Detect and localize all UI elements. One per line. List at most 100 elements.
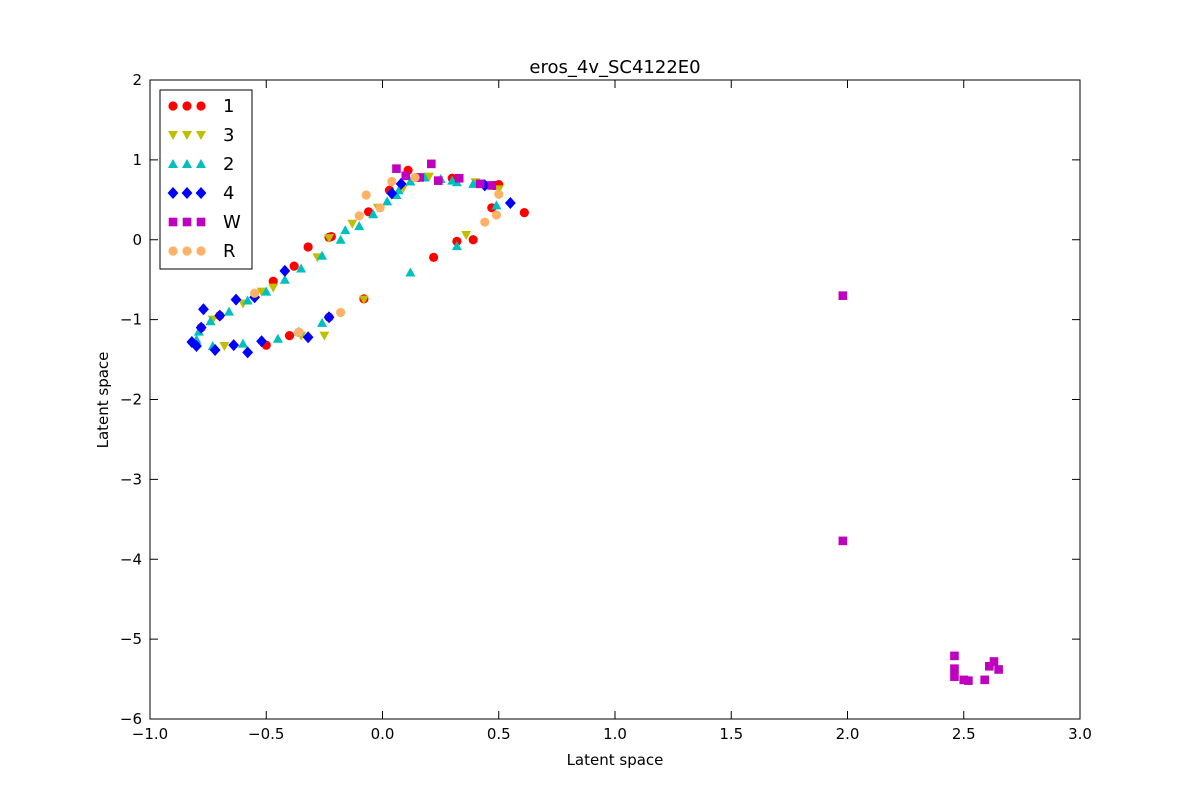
data-point (268, 283, 279, 293)
legend-marker (168, 217, 178, 227)
x-tick-label: 2.5 (952, 725, 976, 743)
data-point (323, 311, 335, 324)
legend-marker (196, 131, 206, 140)
y-tick-label: 1 (132, 151, 142, 169)
data-point (354, 211, 364, 221)
x-tick-label: 3.0 (1068, 725, 1092, 743)
data-point (475, 179, 485, 189)
data-point (256, 335, 267, 348)
data-point (838, 291, 848, 300)
data-point (405, 267, 416, 277)
x-tick-label: 1.0 (603, 725, 627, 743)
data-point (361, 190, 371, 200)
legend-label: 4 (223, 183, 234, 204)
data-point (519, 207, 529, 218)
y-tick-label: −3 (120, 470, 142, 488)
data-point (214, 309, 226, 322)
legend-marker (168, 131, 178, 140)
legend-marker (181, 187, 193, 199)
data-point (272, 333, 283, 343)
data-point (191, 339, 202, 352)
x-tick-label: 1.5 (719, 725, 743, 743)
data-point (468, 178, 479, 188)
data-point (451, 241, 462, 251)
data-point (340, 225, 351, 235)
data-point (294, 327, 304, 338)
legend-label: 3 (223, 125, 234, 146)
y-axis-label: Latent space (94, 352, 112, 449)
x-tick-label: 0.5 (487, 725, 511, 743)
legend-marker (195, 187, 207, 199)
data-point (242, 346, 254, 359)
data-point (256, 287, 267, 297)
data-point (358, 295, 369, 305)
legend-item-R: R (168, 241, 236, 262)
data-point (335, 234, 346, 244)
data-point (487, 181, 497, 190)
legend-item-4: 4 (167, 183, 234, 204)
data-point (985, 661, 994, 671)
data-point (268, 276, 278, 286)
data-point (980, 675, 989, 685)
data-point (424, 172, 434, 182)
legend-marker (182, 131, 192, 140)
data-point (230, 293, 242, 306)
legend-marker (196, 101, 206, 111)
legend-marker (182, 217, 192, 227)
data-point (415, 173, 424, 182)
data-point (494, 189, 504, 199)
y-tick-label: −4 (120, 550, 142, 568)
data-point (410, 172, 420, 183)
data-point (317, 317, 328, 327)
data-point (209, 343, 221, 356)
legend-item-1: 1 (168, 96, 234, 117)
legend-marker (182, 101, 192, 111)
y-axis: 2 1 0 −1 −2 −3 −4 −5 −6 (120, 71, 1080, 728)
data-point (296, 263, 307, 273)
y-tick-label: 2 (132, 71, 142, 89)
series-W-points (392, 159, 1003, 685)
data-point (950, 664, 959, 673)
data-point (238, 338, 248, 348)
legend-box (159, 89, 253, 270)
data-point (491, 210, 502, 220)
data-point (454, 173, 464, 183)
legend-item-2: 2 (168, 154, 234, 175)
y-tick-label: 0 (132, 231, 142, 249)
legend-label: 2 (223, 154, 234, 175)
x-tick-label: −1.0 (132, 725, 168, 743)
data-point (303, 242, 313, 252)
data-point (195, 321, 207, 334)
y-tick-label: −6 (120, 710, 142, 728)
data-point (250, 288, 260, 298)
legend: 1 3 2 4 WR (159, 89, 253, 270)
data-point (279, 274, 290, 284)
data-point (228, 339, 240, 352)
data-point (347, 219, 358, 229)
x-tick-label: 0.0 (371, 725, 395, 743)
data-point (387, 176, 397, 187)
legend-item-3: 3 (168, 125, 234, 146)
legend-label: 1 (223, 96, 234, 117)
data-point (401, 171, 411, 181)
data-point (224, 306, 235, 316)
x-axis: −1.0 −0.5 0.0 0.5 1.0 1.5 2.0 2.5 3.0 (132, 80, 1092, 743)
data-point (319, 331, 330, 341)
data-point (368, 209, 379, 219)
data-point (434, 176, 443, 185)
legend-marker (168, 159, 178, 168)
legend-marker (196, 217, 206, 227)
series-R-points (250, 172, 504, 338)
data-point (317, 250, 328, 260)
data-point (461, 230, 472, 240)
data-point (989, 657, 999, 666)
data-point (386, 187, 398, 200)
data-point (405, 176, 416, 186)
legend-label: R (223, 241, 236, 262)
legend-marker (182, 246, 192, 256)
data-point (382, 196, 393, 206)
chart-title: eros_4v_SC4122E0 (529, 57, 700, 78)
data-point (219, 341, 230, 351)
y-tick-label: −1 (120, 311, 142, 329)
